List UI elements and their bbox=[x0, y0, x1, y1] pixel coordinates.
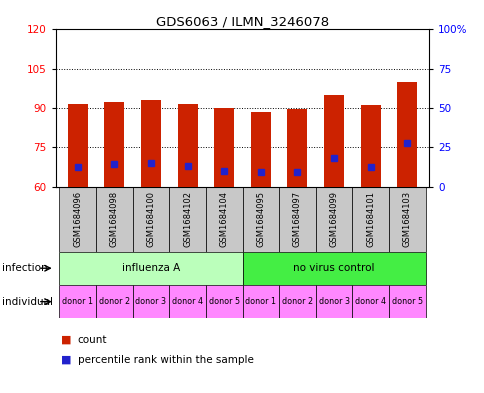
Bar bbox=[351, 187, 388, 252]
Text: GSM1684098: GSM1684098 bbox=[110, 191, 119, 247]
Bar bbox=[351, 285, 388, 318]
Text: donor 2: donor 2 bbox=[99, 297, 130, 306]
Bar bbox=[60, 187, 96, 252]
Text: GSM1684101: GSM1684101 bbox=[365, 191, 374, 247]
Bar bbox=[242, 187, 278, 252]
Bar bbox=[68, 104, 88, 187]
Text: individual: individual bbox=[2, 297, 53, 307]
Bar bbox=[60, 252, 242, 285]
Bar bbox=[213, 108, 234, 187]
Bar bbox=[60, 285, 96, 318]
Bar bbox=[104, 101, 124, 187]
Text: GSM1684096: GSM1684096 bbox=[73, 191, 82, 247]
Text: donor 2: donor 2 bbox=[281, 297, 312, 306]
Bar bbox=[388, 187, 424, 252]
Text: donor 1: donor 1 bbox=[62, 297, 93, 306]
Text: GSM1684102: GSM1684102 bbox=[182, 191, 192, 247]
Text: influenza A: influenza A bbox=[121, 263, 180, 273]
Text: donor 5: donor 5 bbox=[208, 297, 239, 306]
Bar bbox=[177, 104, 197, 187]
Title: GDS6063 / ILMN_3246078: GDS6063 / ILMN_3246078 bbox=[156, 15, 328, 28]
Bar bbox=[141, 100, 161, 187]
Text: ■: ■ bbox=[60, 354, 71, 365]
Bar bbox=[278, 285, 315, 318]
Text: GSM1684099: GSM1684099 bbox=[329, 191, 338, 247]
Bar bbox=[396, 82, 416, 187]
Text: infection: infection bbox=[2, 263, 48, 273]
Bar bbox=[250, 112, 271, 187]
Text: percentile rank within the sample: percentile rank within the sample bbox=[77, 354, 253, 365]
Bar bbox=[169, 187, 206, 252]
Text: GSM1684100: GSM1684100 bbox=[146, 191, 155, 247]
Text: GSM1684104: GSM1684104 bbox=[219, 191, 228, 247]
Bar bbox=[133, 187, 169, 252]
Text: donor 3: donor 3 bbox=[318, 297, 349, 306]
Bar bbox=[133, 285, 169, 318]
Bar bbox=[278, 187, 315, 252]
Text: GSM1684095: GSM1684095 bbox=[256, 191, 265, 247]
Bar bbox=[388, 285, 424, 318]
Bar bbox=[206, 285, 242, 318]
Bar bbox=[360, 105, 380, 187]
Bar bbox=[169, 285, 206, 318]
Bar bbox=[96, 187, 133, 252]
Bar bbox=[323, 95, 343, 187]
Text: donor 3: donor 3 bbox=[135, 297, 166, 306]
Text: GSM1684103: GSM1684103 bbox=[402, 191, 411, 247]
Bar bbox=[242, 252, 424, 285]
Bar bbox=[242, 285, 278, 318]
Text: GSM1684097: GSM1684097 bbox=[292, 191, 302, 247]
Text: donor 5: donor 5 bbox=[391, 297, 422, 306]
Text: no virus control: no virus control bbox=[293, 263, 374, 273]
Text: donor 1: donor 1 bbox=[245, 297, 276, 306]
Text: count: count bbox=[77, 335, 107, 345]
Bar bbox=[315, 187, 351, 252]
Text: donor 4: donor 4 bbox=[172, 297, 203, 306]
Bar bbox=[315, 285, 351, 318]
Text: donor 4: donor 4 bbox=[354, 297, 385, 306]
Text: ■: ■ bbox=[60, 335, 71, 345]
Bar bbox=[206, 187, 242, 252]
Bar bbox=[287, 109, 307, 187]
Bar bbox=[96, 285, 133, 318]
